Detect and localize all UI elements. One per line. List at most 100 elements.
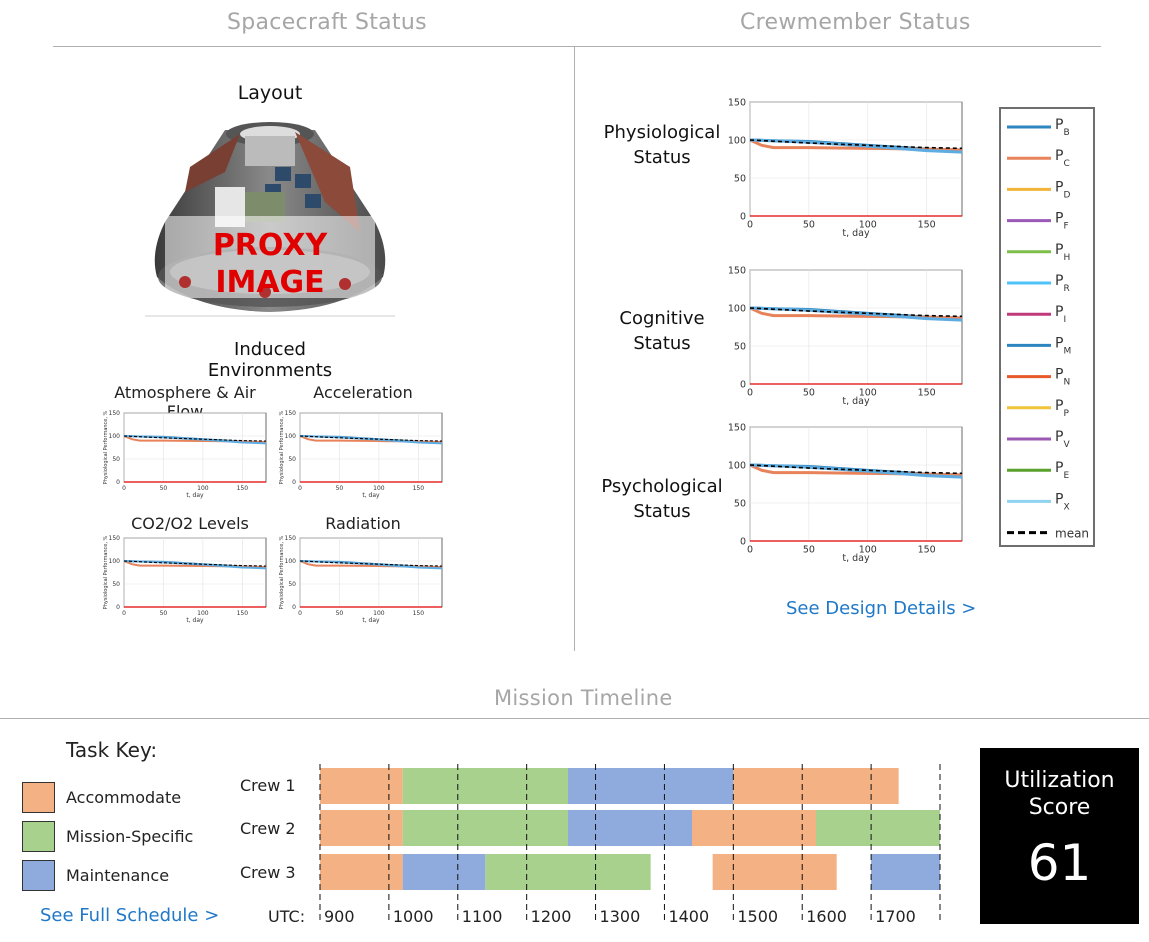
legend-entry: PF xyxy=(1055,211,1069,232)
x-axis-label: t, day xyxy=(186,617,204,624)
task-bar[interactable] xyxy=(402,810,568,846)
x-tick-label: 50 xyxy=(336,485,344,492)
key-label-maintenance: Maintenance xyxy=(66,866,170,885)
score-value: 61 xyxy=(1027,834,1092,892)
series-line-p-c xyxy=(749,138,963,152)
psychological-status-chart: 0 50 100 150 0 50 100 150 t, day xyxy=(728,422,963,564)
y-tick-label: 150 xyxy=(728,265,746,276)
series-line-p-m xyxy=(749,463,963,479)
x-tick-label: 100 xyxy=(859,545,877,556)
y-tick-label: 50 xyxy=(112,456,120,463)
x-axis-label: t, day xyxy=(842,396,870,407)
y-tick-label: 0 xyxy=(292,604,296,611)
cognitive-status-label: Cognitive Status xyxy=(592,306,732,356)
task-bar[interactable] xyxy=(320,768,403,804)
task-bar[interactable] xyxy=(402,768,568,804)
x-tick-label: 0 xyxy=(298,485,302,492)
utc-tick-label: 900 xyxy=(324,907,355,926)
task-key-title: Task Key: xyxy=(66,738,158,762)
legend-entry: PH xyxy=(1055,242,1070,263)
task-bar[interactable] xyxy=(871,854,940,890)
legend-entry: PC xyxy=(1055,148,1070,169)
task-bar[interactable] xyxy=(816,810,940,846)
x-tick-label: 100 xyxy=(373,485,385,492)
see-design-details-link[interactable]: See Design Details > xyxy=(786,598,977,619)
task-bar[interactable] xyxy=(712,854,837,890)
task-bar[interactable] xyxy=(485,854,651,890)
y-tick-label: 100 xyxy=(285,433,297,440)
y-tick-label: 50 xyxy=(288,456,296,463)
psychological-line2: Status xyxy=(633,501,691,522)
key-swatch-maintenance xyxy=(22,860,55,891)
series-line-mean xyxy=(124,561,266,566)
y-tick-label: 50 xyxy=(734,341,746,352)
x-tick-label: 0 xyxy=(747,220,753,231)
task-bar[interactable] xyxy=(320,854,403,890)
y-tick-label: 100 xyxy=(109,558,121,565)
series-line-p-m xyxy=(749,138,963,154)
y-axis-label: Physiological Performance, % xyxy=(279,410,285,484)
task-bar[interactable] xyxy=(568,768,734,804)
y-tick-label: 0 xyxy=(116,604,120,611)
x-tick-label: 150 xyxy=(237,610,249,617)
score-label-line1: Utilization xyxy=(1004,768,1115,793)
x-tick-label: 0 xyxy=(122,485,126,492)
x-tick-label: 150 xyxy=(237,485,249,492)
induced-chart-co2o2: 0 50 100 150 0 50 100 150 t, day Physiological Pe… xyxy=(100,533,270,625)
task-bar[interactable] xyxy=(692,810,816,846)
induced-chart-radiation: 0 50 100 150 0 50 100 150 t, day Physiological Pe… xyxy=(279,535,443,624)
crew-legend: PB PC PD PF PH PR PI PM PN PP PV PE PX mean xyxy=(999,107,1095,547)
task-bar[interactable] xyxy=(568,810,692,846)
utc-tick-label: 1000 xyxy=(393,907,434,926)
psychological-line1: Psychological xyxy=(601,476,723,497)
proxy-line-2: IMAGE xyxy=(215,265,324,300)
y-tick-label: 150 xyxy=(285,535,297,542)
series-line-mean xyxy=(299,435,443,442)
crew-2-label: Crew 2 xyxy=(240,819,296,838)
see-full-schedule-link[interactable]: See Full Schedule > xyxy=(40,905,220,926)
key-swatch-mission-specific xyxy=(22,821,55,852)
cognitive-line1: Cognitive xyxy=(619,308,705,329)
plot-frame xyxy=(299,412,443,483)
spacecraft-status-title: Spacecraft Status xyxy=(227,10,427,35)
timeline-divider xyxy=(0,718,1149,719)
psychological-status-label: Psychological Status xyxy=(592,474,732,524)
layout-title: Layout xyxy=(237,82,303,104)
task-bar[interactable] xyxy=(320,810,403,846)
legend-entry: PX xyxy=(1055,491,1070,512)
utc-tick-label: 1200 xyxy=(531,907,572,926)
y-axis-label: Physiological Performance, % xyxy=(103,410,109,484)
y-tick-label: 100 xyxy=(728,303,746,314)
physiological-line1: Physiological xyxy=(603,122,721,143)
y-tick-label: 0 xyxy=(740,211,746,222)
series-line-mean xyxy=(299,560,443,567)
x-tick-label: 0 xyxy=(122,610,126,617)
x-tick-label: 50 xyxy=(803,388,815,399)
legend-entry: PE xyxy=(1055,460,1069,481)
x-tick-label: 50 xyxy=(336,610,344,617)
utc-tick-label: 1400 xyxy=(668,907,709,926)
task-bar[interactable] xyxy=(402,854,486,890)
x-tick-label: 150 xyxy=(918,388,936,399)
y-axis-label: Physiological Performance, % xyxy=(279,535,285,609)
legend-entry: PR xyxy=(1055,273,1070,294)
x-axis-label: t, day xyxy=(186,492,204,499)
crewmember-status-title: Crewmember Status xyxy=(740,10,971,35)
series-line-p-m xyxy=(123,435,267,445)
x-tick-label: 100 xyxy=(197,610,209,617)
x-tick-label: 100 xyxy=(859,220,877,231)
task-bar[interactable] xyxy=(733,768,899,804)
plot-frame xyxy=(749,101,963,217)
y-axis-label: Physiological Performance, % xyxy=(103,535,109,609)
x-tick-label: 100 xyxy=(197,485,209,492)
physiological-line2: Status xyxy=(633,147,691,168)
utc-tick-label: 1700 xyxy=(875,907,916,926)
key-label-mission-specific: Mission-Specific xyxy=(66,827,194,846)
utilization-score-panel: Utilization Score 61 xyxy=(980,748,1139,924)
x-tick-label: 0 xyxy=(747,545,753,556)
x-axis-label: t, day xyxy=(362,617,380,624)
induced-chart-acceleration: 0 50 100 150 0 50 100 150 t, day Physiological Pe… xyxy=(279,410,443,499)
series-line-mean xyxy=(123,435,267,442)
series-line-p-c xyxy=(749,463,963,477)
spacecraft-layout-image: PROXY IMAGE xyxy=(145,112,395,318)
